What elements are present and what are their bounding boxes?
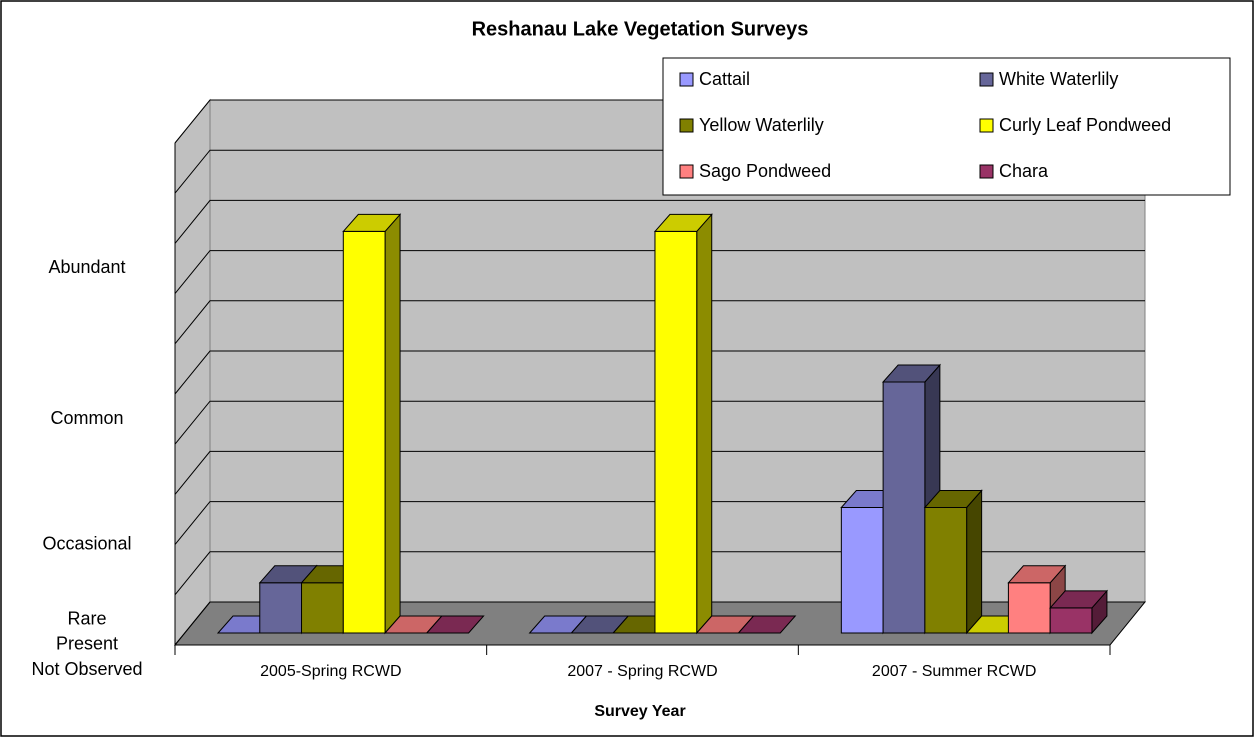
x-tick-label: 2007 - Spring RCWD <box>567 663 717 680</box>
bar-side <box>384 213 401 635</box>
bar-top <box>342 213 402 232</box>
grid-line <box>174 501 1145 545</box>
legend-label: Curly Leaf Pondweed <box>999 115 1171 135</box>
bar-top <box>1049 590 1109 609</box>
bar-front <box>840 507 884 634</box>
y-tick-label: Not Observed <box>31 659 142 679</box>
grid-line <box>174 199 1145 244</box>
bar-front <box>654 230 698 634</box>
y-tick-label: Present <box>56 634 118 654</box>
y-tick-label: Abundant <box>48 257 125 277</box>
grid-line <box>174 601 1145 646</box>
bar <box>425 615 485 634</box>
bar <box>342 213 402 635</box>
legend-swatch <box>679 118 694 133</box>
grid-line <box>174 400 1145 445</box>
bar <box>737 615 797 634</box>
bar-top <box>653 213 713 232</box>
legend-swatch <box>979 72 994 87</box>
grid-line <box>174 551 1145 596</box>
grid-line <box>174 350 1145 395</box>
grid-line <box>174 250 1145 294</box>
legend-label: Chara <box>999 161 1049 181</box>
x-tick-label: 2005-Spring RCWD <box>260 663 401 680</box>
y-tick-label: Occasional <box>42 533 131 553</box>
legend-label: Yellow Waterlily <box>699 115 824 135</box>
bar-side <box>696 213 713 635</box>
x-axis-title: Survey Year <box>594 703 685 720</box>
bar-front <box>882 381 926 634</box>
legend-box <box>662 57 1231 196</box>
legend-label: White Waterlily <box>999 69 1118 89</box>
grid-line <box>174 300 1145 345</box>
bar <box>1049 589 1109 635</box>
y-tick-label: Common <box>50 408 123 428</box>
bar-front <box>1049 607 1093 634</box>
legend-swatch <box>979 118 994 133</box>
bar-front <box>1007 582 1051 634</box>
bar-front <box>301 582 344 634</box>
bar-front <box>259 582 303 634</box>
bar-top <box>1007 565 1067 584</box>
bar-top <box>737 615 797 634</box>
legend-swatch <box>679 72 694 87</box>
bar-top <box>881 364 941 383</box>
bar-front <box>342 230 386 634</box>
legend-label: Cattail <box>699 69 750 89</box>
x-tick-label: 2007 - Summer RCWD <box>872 663 1036 680</box>
bar-top <box>923 490 983 508</box>
bar <box>923 489 983 635</box>
bar-front <box>924 507 968 634</box>
bar-top <box>425 615 485 634</box>
legend-swatch <box>679 164 694 179</box>
grid-line <box>174 450 1145 495</box>
bar <box>653 213 713 635</box>
bar-side <box>966 489 983 635</box>
legend-swatch <box>979 164 994 179</box>
legend-label: Sago Pondweed <box>699 161 831 181</box>
chart-title: Reshanau Lake Vegetation Surveys <box>472 18 809 40</box>
y-tick-label: Rare <box>67 609 106 629</box>
